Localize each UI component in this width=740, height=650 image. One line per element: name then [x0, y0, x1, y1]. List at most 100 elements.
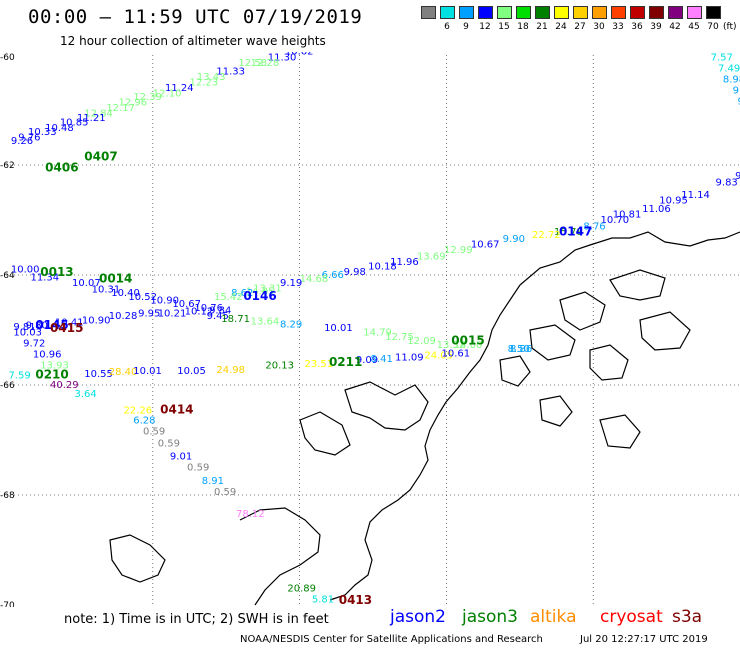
legend-jason3: jason3 [462, 607, 518, 627]
wave-height-value: 9.95 [138, 308, 160, 319]
wave-height-value: 14.79 [363, 328, 392, 339]
scale-swatch [535, 6, 550, 19]
wave-height-value: 10.07 [72, 278, 101, 289]
wave-height-value: 11.96 [390, 257, 419, 268]
wave-height-value: 11.30 [268, 53, 297, 64]
wave-height-value: 9.25 [738, 97, 740, 108]
scale-label: 9 [463, 22, 469, 32]
map-frame [6, 55, 740, 605]
wave-height-value: 10.76 [194, 303, 223, 314]
wave-height-value: 22.26 [123, 406, 152, 417]
wave-height-value: 9.90 [503, 234, 525, 245]
wave-height-value: 7.59 [8, 370, 30, 381]
wave-height-value: 11.34 [30, 273, 59, 284]
wave-height-value: 10.90 [150, 296, 179, 307]
pass-time-label: 0147 [559, 224, 592, 238]
wave-height-labels: 10.6211.3012.2812.5811.3313.4312.2311.24… [8, 52, 740, 605]
scale-label: 70 [707, 22, 719, 32]
legend-jason2: jason2 [390, 607, 446, 627]
wave-height-value: 12.96 [119, 98, 148, 109]
lat-tick-label: -70 [0, 601, 15, 607]
wave-height-value: 24.98 [216, 365, 245, 376]
wave-height-value: 8.29 [280, 319, 302, 330]
wave-height-value: 10.67 [471, 240, 500, 251]
generated-timestamp: Jul 20 12:27:17 UTC 2019 [580, 634, 708, 645]
wave-height-value: 10.55 [84, 369, 113, 380]
wave-height-value: 15.78 [554, 227, 583, 238]
pass-time-label: 0211 [329, 355, 362, 369]
wave-height-value: 10.85 [60, 117, 89, 128]
scale-swatch [630, 6, 645, 19]
map-title: 00:00 – 11:59 UTC 07/19/2019 [28, 6, 363, 28]
wave-height-value: 0.59 [143, 427, 165, 438]
wave-height-value: 0.59 [158, 439, 180, 450]
wave-height-value: 13.52 [437, 340, 466, 351]
wave-height-value: 13.64 [251, 317, 280, 328]
wave-height-value: 22.72 [532, 230, 561, 241]
wave-height-value: 0.59 [187, 462, 209, 473]
wave-height-value: 9.84 [209, 306, 231, 317]
wave-height-value: 8.98 [723, 75, 740, 86]
scale-label: 39 [650, 22, 662, 32]
scale-swatch [573, 6, 588, 19]
scale-swatch [668, 6, 683, 19]
wave-height-value: 10.90 [82, 315, 111, 326]
wave-height-value: 10.05 [177, 366, 206, 377]
wave-height-value: 12.10 [153, 88, 182, 99]
wave-height-value: 12.39 [133, 92, 162, 103]
wave-height-value: 10.41 [55, 318, 84, 329]
legend-s3a: s3a [672, 607, 703, 627]
lat-lon-grid: -75-72-69-66-63-60-60-62-64-66-68-70 [0, 53, 740, 607]
wave-height-value: 11.24 [165, 83, 194, 94]
scale-label: 33 [612, 22, 624, 32]
scale-swatch [440, 6, 455, 19]
wave-height-value: 9.27 [735, 171, 740, 182]
wave-height-value: 5.81 [312, 594, 334, 605]
legend-altika: altika [530, 607, 577, 627]
lat-tick-label: -62 [0, 161, 15, 171]
wave-height-value: 10.61 [442, 348, 471, 359]
wave-height-value: 6.66 [322, 270, 344, 281]
wave-height-value: 10.40 [111, 288, 140, 299]
wave-height-value: 14.00 [454, 340, 483, 351]
coastline [109, 231, 740, 606]
wave-height-value: 10.62 [285, 52, 314, 57]
wave-height-value: 10.00 [11, 264, 40, 275]
wave-height-value: 11.09 [395, 352, 424, 363]
scale-swatch [649, 6, 664, 19]
pass-time-label: 0406 [45, 161, 78, 175]
wave-height-value: 9.81 [13, 322, 35, 333]
pass-time-label: 0015 [451, 333, 484, 347]
pass-time-label: 0407 [84, 150, 117, 164]
wave-height-value: 12.09 [407, 336, 436, 347]
wave-height-value: 11.14 [681, 190, 710, 201]
wave-height-value: 9.09 [356, 355, 378, 366]
wave-height-value: 10.31 [92, 285, 121, 296]
wave-height-value: 8.41 [371, 354, 393, 365]
pass-time-label: 0210 [35, 367, 68, 381]
scale-label: 6 [444, 22, 450, 32]
wave-height-value: 13.93 [40, 361, 69, 372]
wave-height-value: 9.98 [344, 267, 366, 278]
scale-label: 27 [574, 22, 586, 32]
wave-height-value: 12.23 [190, 77, 219, 88]
wave-height-value: 12.84 [84, 109, 113, 120]
wave-height-value: 13.31 [253, 284, 282, 295]
units-note: note: 1) Time is in UTC; 2) SWH is in fe… [64, 612, 329, 627]
lat-tick-label: -68 [0, 491, 15, 501]
wave-height-value: 11.33 [216, 66, 245, 77]
lat-tick-label: -64 [0, 271, 15, 281]
scale-swatch [611, 6, 626, 19]
pass-time-label: 0145 [35, 318, 68, 332]
wave-height-value: 9.19 [280, 278, 302, 289]
wave-height-map: -75-72-69-66-63-60-60-62-64-66-68-70 10.… [0, 52, 740, 607]
wave-height-value: 3.64 [75, 389, 97, 400]
wave-height-value: 13.69 [417, 252, 446, 263]
wave-height-value: 10.21 [158, 308, 187, 319]
wave-height-value: 9.01 [170, 451, 192, 462]
lat-tick-label: -66 [0, 381, 15, 391]
wave-height-value: 24.05 [424, 351, 453, 362]
wave-height-value: 8.76 [583, 221, 605, 232]
pass-time-label: 0415 [50, 321, 83, 335]
